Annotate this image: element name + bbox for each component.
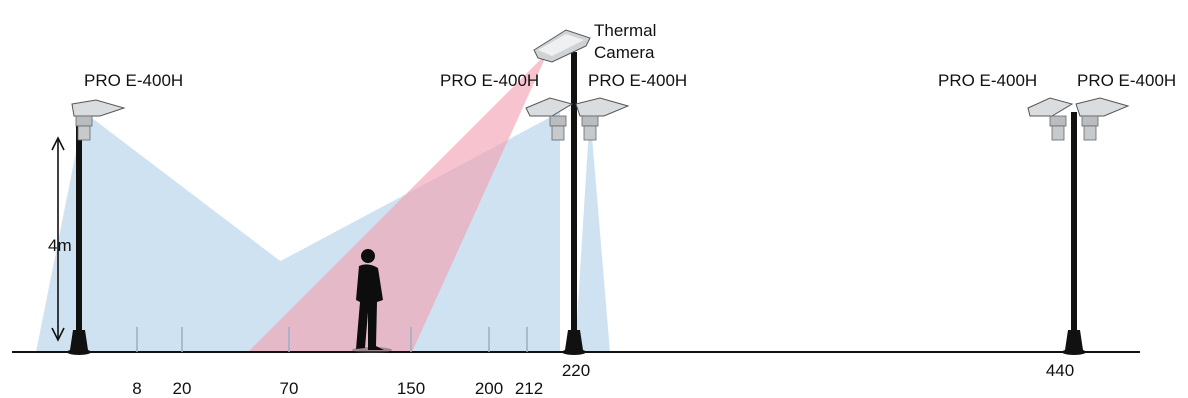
thermal-camera-label-line1: Thermal <box>594 21 656 40</box>
height-arrow <box>51 136 65 342</box>
thermal-camera-icon <box>533 29 591 63</box>
distance-label-440: 440 <box>1046 361 1074 380</box>
person-silhouette <box>352 249 392 353</box>
coverage-cone-pole2-right <box>575 112 610 352</box>
light-pole-1 <box>67 99 126 355</box>
distance-label-200: 200 <box>475 379 503 398</box>
camera-label-pole3-left: PRO E-400H <box>938 71 1037 90</box>
thermal-camera-label-line2: Camera <box>594 43 655 62</box>
camera-label-pole1: PRO E-400H <box>84 71 183 90</box>
camera-label-pole2-left: PRO E-400H <box>440 71 539 90</box>
distance-label-212: 212 <box>515 379 543 398</box>
distance-ticks <box>136 327 528 352</box>
distance-label-220: 220 <box>562 361 590 380</box>
distance-label-70: 70 <box>280 379 299 398</box>
camera-label-pole2-right: PRO E-400H <box>588 71 687 90</box>
light-pole-2 <box>525 29 630 355</box>
distance-label-150: 150 <box>397 379 425 398</box>
thermal-coverage-cone <box>248 52 548 352</box>
height-label: 4m <box>48 236 72 255</box>
distance-label-8: 8 <box>132 379 141 398</box>
light-pole-3 <box>1027 97 1130 355</box>
camera-label-pole3-right: PRO E-400H <box>1077 71 1176 90</box>
coverage-cone-pole1-left <box>36 112 84 352</box>
distance-label-20: 20 <box>173 379 192 398</box>
